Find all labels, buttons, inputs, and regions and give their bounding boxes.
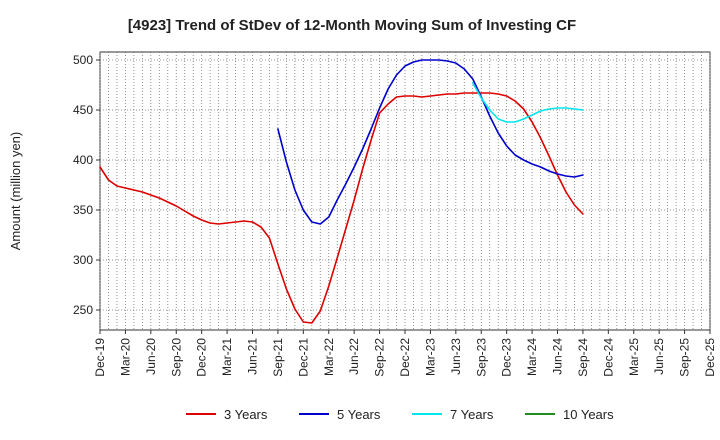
y-tick-label: 250: [73, 303, 93, 317]
x-tick-label: Dec-25: [703, 338, 717, 377]
x-tick-label: Jun-24: [551, 338, 565, 375]
x-tick-label: Mar-20: [118, 338, 132, 376]
x-tick-label: Sep-22: [373, 338, 387, 377]
legend-label: 3 Years: [224, 407, 268, 422]
x-tick-label: Dec-19: [93, 338, 107, 377]
x-tick-label: Sep-24: [576, 338, 590, 377]
y-tick-label: 300: [73, 253, 93, 267]
x-tick-label: Mar-24: [525, 338, 539, 376]
x-tick-label: Mar-21: [220, 338, 234, 376]
chart-title: [4923] Trend of StDev of 12-Month Moving…: [128, 17, 576, 34]
x-tick-label: Jun-25: [652, 338, 666, 375]
x-tick-label: Jun-23: [449, 338, 463, 375]
x-tick-label: Jun-21: [246, 338, 260, 375]
legend: 3 Years 5 Years 7 Years 10 Years: [186, 407, 614, 422]
x-tick-label: Jun-22: [347, 338, 361, 375]
y-tick-label: 450: [73, 103, 93, 117]
y-tick-label: 350: [73, 203, 93, 217]
y-axis-label: Amount (million yen): [8, 132, 23, 251]
series-line-5-years: [277, 59, 584, 225]
x-tick-label: Mar-23: [423, 338, 437, 376]
x-tick-label: Dec-22: [398, 338, 412, 377]
x-tick-label: Sep-25: [678, 338, 692, 377]
x-tick-label: Jun-20: [144, 338, 158, 375]
series-line-3-years: [99, 92, 584, 324]
plot-area: 250 300 350 400 450 500 Dec-19 Mar-20 Jun-20 Sep-…: [73, 51, 717, 377]
y-tick-label: 500: [73, 53, 93, 67]
x-tick-label: Dec-24: [601, 338, 615, 377]
y-tick-label: 400: [73, 153, 93, 167]
x-tick-label: Sep-20: [169, 338, 183, 377]
x-tick-label: Dec-23: [500, 338, 514, 377]
x-tick-label: Dec-21: [296, 338, 310, 377]
x-tick-label: Sep-21: [271, 338, 285, 377]
x-tick-label: Dec-20: [195, 338, 209, 377]
legend-label: 10 Years: [563, 407, 614, 422]
x-tick-label: Sep-23: [474, 338, 488, 377]
legend-label: 7 Years: [450, 407, 494, 422]
x-tick-label: Mar-25: [627, 338, 641, 376]
series-line-7-years: [471, 82, 584, 123]
x-tick-label: Mar-22: [322, 338, 336, 376]
legend-label: 5 Years: [337, 407, 381, 422]
